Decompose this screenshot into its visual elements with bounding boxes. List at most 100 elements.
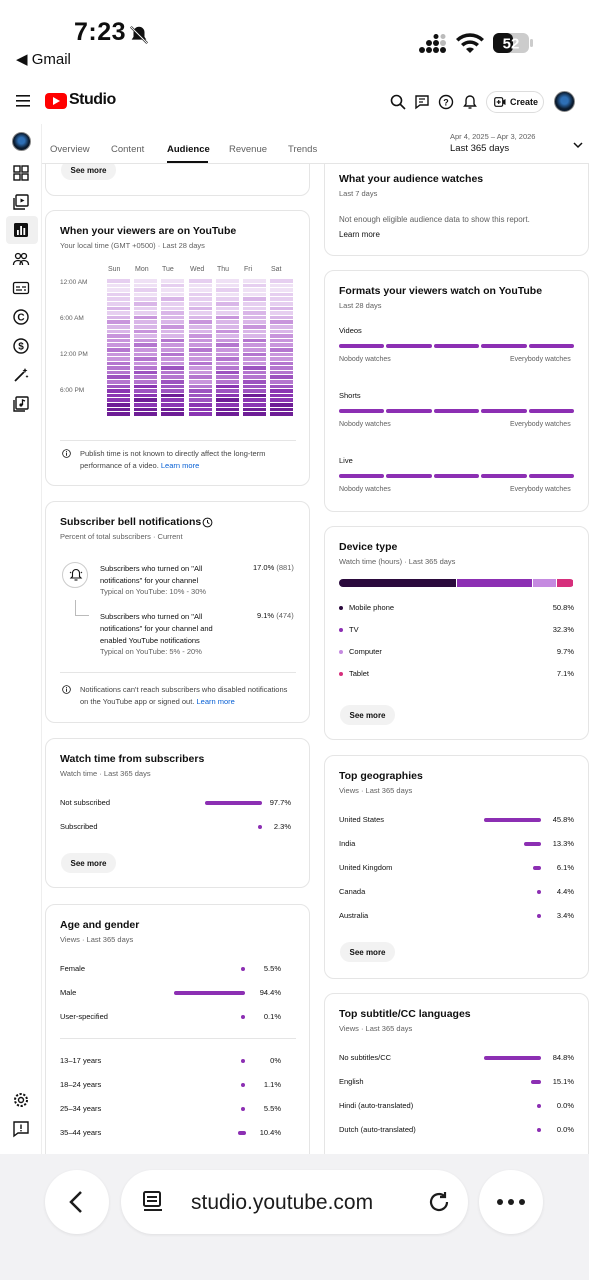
heatmap-cell — [107, 329, 130, 334]
tab-revenue[interactable]: Revenue — [229, 144, 268, 155]
see-more-button[interactable]: See more — [340, 942, 395, 962]
heatmap-cell — [243, 384, 266, 389]
chevron-down-icon[interactable] — [573, 140, 583, 150]
heatmap-cell — [134, 334, 157, 338]
age-percent: 10.4% — [259, 1128, 281, 1137]
format-scale-segment — [339, 409, 385, 413]
tab-audience[interactable]: Audience — [167, 144, 210, 155]
device-label: Computer — [349, 647, 382, 656]
subtitles-icon[interactable] — [12, 279, 30, 297]
heatmap-cell — [134, 338, 157, 343]
info-icon — [62, 449, 71, 458]
heatmap-cell — [270, 366, 293, 370]
card-title: Subscriber bell notifications — [60, 516, 202, 528]
battery-icon: 52 — [493, 33, 533, 53]
tab-trends[interactable]: Trends — [288, 144, 318, 155]
create-button[interactable]: Create — [486, 91, 544, 113]
dashboard-icon[interactable] — [12, 164, 30, 182]
device-label: Mobile phone — [349, 603, 395, 612]
learn-more-link[interactable]: Learn more — [160, 461, 200, 470]
device-percent: 9.7% — [556, 647, 574, 656]
settings-icon[interactable] — [12, 1091, 30, 1109]
url-text: studio.youtube.com — [191, 1191, 374, 1214]
search-icon[interactable] — [390, 94, 406, 110]
heatmap-cell — [270, 306, 293, 311]
row-percent: 97.7% — [269, 798, 291, 807]
comments-icon[interactable] — [414, 94, 430, 110]
heatmap-cell — [107, 366, 130, 370]
heatmap-cell — [189, 320, 212, 324]
see-more-button[interactable]: See more — [340, 705, 395, 725]
history-icon[interactable] — [202, 517, 213, 528]
learn-more-link[interactable]: Learn more — [196, 697, 235, 706]
scale-max-label: Everybody watches — [510, 421, 571, 428]
heatmap-cell — [107, 403, 130, 407]
format-scale-segment — [481, 344, 527, 348]
audio-library-icon[interactable] — [12, 395, 30, 413]
heatmap-cell — [216, 370, 239, 375]
heatmap-cell — [270, 301, 293, 306]
heatmap-cell — [216, 288, 239, 292]
heatmap-cell — [216, 292, 239, 297]
feedback-icon[interactable] — [12, 1120, 30, 1138]
earn-icon[interactable]: $ — [12, 337, 30, 355]
copyright-icon[interactable]: C — [12, 308, 30, 326]
analytics-icon[interactable] — [12, 221, 30, 239]
youtube-logo-icon[interactable] — [45, 93, 67, 109]
date-range-label[interactable]: Last 365 days — [450, 143, 510, 154]
see-more-button[interactable]: See more — [61, 164, 116, 180]
heatmap-cell — [107, 393, 130, 398]
studio-brand[interactable]: Studio — [69, 91, 116, 108]
heatmap-cell — [107, 357, 130, 361]
status-bar: 7:23 ◀ Gmail 52 — [0, 0, 589, 78]
customization-icon[interactable] — [12, 366, 30, 384]
address-bar[interactable]: studio.youtube.com — [121, 1170, 468, 1234]
format-scale-segment — [433, 344, 480, 348]
heatmap-cell — [134, 324, 157, 329]
help-icon[interactable]: ? — [438, 94, 454, 110]
bell-note: Notifications can't reach subscribers wh… — [80, 685, 288, 706]
menu-icon[interactable] — [16, 94, 30, 108]
heatmap-cell — [134, 283, 157, 288]
format-scale-segment — [433, 409, 480, 413]
learn-more-link[interactable]: Learn more — [339, 230, 380, 239]
bar-mark — [537, 914, 541, 918]
heatmap-cell — [161, 334, 184, 338]
heatmap-cell — [243, 279, 266, 283]
tab-overview[interactable]: Overview — [50, 144, 90, 155]
bell-row2-text: Subscribers who turned on "All notificat… — [100, 612, 213, 645]
heatmap-cell — [216, 311, 239, 315]
scale-max-label: Everybody watches — [510, 486, 571, 493]
heatmap-cell — [107, 370, 130, 375]
content-icon[interactable] — [12, 193, 30, 211]
heatmap-cell — [189, 375, 212, 380]
heatmap-cell — [270, 288, 293, 292]
heatmap-cell — [216, 352, 239, 357]
heatmap-cell — [270, 324, 293, 329]
tab-content[interactable]: Content — [111, 144, 145, 155]
heatmap-column — [134, 279, 157, 417]
heatmap-cell — [270, 292, 293, 297]
back-to-app-link[interactable]: ◀ Gmail — [16, 51, 71, 68]
reader-mode-icon[interactable] — [142, 1190, 164, 1214]
more-button[interactable] — [479, 1170, 543, 1234]
reload-icon[interactable] — [427, 1190, 451, 1214]
notifications-icon[interactable] — [462, 94, 478, 110]
back-button[interactable] — [45, 1170, 109, 1234]
community-icon[interactable] — [12, 250, 30, 268]
card-title: Watch time from subscribers — [60, 753, 205, 765]
date-range-text[interactable]: Apr 4, 2025 – Apr 3, 2026 — [450, 132, 536, 141]
heatmap-cell — [107, 279, 130, 283]
heatmap-cell — [216, 357, 239, 361]
channel-avatar[interactable] — [12, 132, 31, 151]
heatmap-cell — [107, 301, 130, 306]
card-subtitle: Last 28 days — [339, 301, 382, 310]
format-scale-segment — [481, 474, 527, 478]
account-avatar[interactable] — [554, 91, 575, 112]
heatmap-cell — [189, 334, 212, 338]
see-more-button[interactable]: See more — [61, 853, 116, 873]
heatmap-cell — [270, 407, 293, 412]
heatmap-cell — [161, 393, 184, 398]
heatmap-time-label: 6:00 PM — [60, 387, 85, 394]
format-label: Live — [339, 456, 353, 465]
